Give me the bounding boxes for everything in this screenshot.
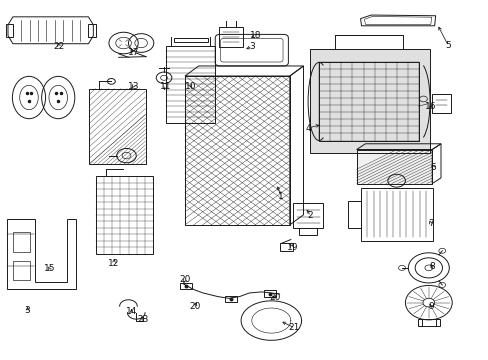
Text: 8: 8 <box>428 262 434 271</box>
Text: 17: 17 <box>127 48 139 57</box>
Text: 13: 13 <box>127 82 139 91</box>
Text: 20: 20 <box>268 293 280 302</box>
Bar <box>96 176 153 253</box>
Bar <box>310 49 429 153</box>
Text: 18: 18 <box>249 31 261 40</box>
Text: 12: 12 <box>108 259 119 268</box>
Text: 1: 1 <box>278 192 284 201</box>
Bar <box>356 149 431 184</box>
Bar <box>310 49 429 153</box>
Text: 16: 16 <box>424 102 436 111</box>
Bar <box>89 89 145 164</box>
Bar <box>319 62 418 140</box>
Text: 5: 5 <box>445 41 450 50</box>
Bar <box>5 23 13 37</box>
Text: 15: 15 <box>43 265 55 274</box>
Text: 19: 19 <box>286 243 297 252</box>
Bar <box>224 296 236 302</box>
Text: 20: 20 <box>179 275 190 284</box>
Text: 3: 3 <box>248 42 254 51</box>
Text: 22: 22 <box>54 42 65 51</box>
Bar <box>88 23 96 37</box>
Text: 20: 20 <box>189 302 200 311</box>
Bar <box>279 243 293 251</box>
Bar <box>173 38 207 42</box>
Bar <box>417 319 439 326</box>
Bar <box>13 232 30 252</box>
Bar <box>219 27 242 47</box>
Text: 14: 14 <box>125 307 137 316</box>
Bar <box>360 188 432 241</box>
Bar <box>180 283 191 289</box>
Bar <box>299 228 317 235</box>
Text: 9: 9 <box>427 302 433 311</box>
Bar <box>431 94 450 113</box>
Bar <box>264 291 276 297</box>
Bar <box>347 201 360 228</box>
Text: 7: 7 <box>427 219 433 228</box>
Text: 11: 11 <box>160 82 171 91</box>
Bar <box>13 261 30 280</box>
Bar <box>293 203 323 228</box>
Text: 4: 4 <box>305 123 310 132</box>
Text: 10: 10 <box>185 82 196 91</box>
Bar <box>166 45 215 123</box>
Text: 2: 2 <box>307 211 312 220</box>
Text: 21: 21 <box>288 323 299 332</box>
Bar <box>184 76 289 225</box>
Text: 6: 6 <box>430 163 436 172</box>
Text: 3: 3 <box>24 306 30 315</box>
Text: 23: 23 <box>137 315 148 324</box>
Bar <box>356 149 431 184</box>
